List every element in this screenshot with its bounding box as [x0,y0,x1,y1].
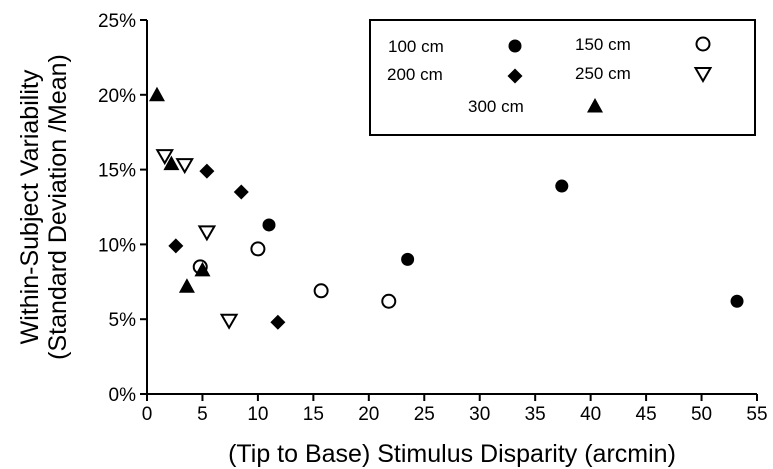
data-point [155,149,174,166]
data-point [381,293,397,309]
x-tick-label: 40 [580,404,601,425]
legend-label-150cm: 150 cm [575,35,631,54]
y-tick-label: 5% [109,310,137,331]
legend-markers [507,36,713,113]
data-point [233,184,249,200]
y-tick-label: 15% [98,161,136,182]
legend-marker [587,98,603,113]
legend-label-250cm: 250 cm [575,64,631,83]
data-point [730,294,744,308]
data-point [168,238,184,254]
data-point [262,218,276,232]
y-tick-label: 25% [98,11,136,32]
legend-marker [508,39,522,53]
legend-label-300cm: 300 cm [468,97,524,116]
data-point [148,86,165,102]
data-point [555,179,569,193]
data-point [270,314,286,330]
y-axis-title-line-1: Within-Subject Variability [16,69,44,344]
x-tick-label: 15 [303,404,324,425]
y-axis-title-line-2: (Standard Deviation /Mean) [44,54,72,360]
legend-label-100cm: 100 cm [388,37,444,56]
axes [146,20,757,395]
x-tick-label: 20 [358,404,379,425]
x-tick-label: 30 [469,404,490,425]
data-point [194,261,211,277]
x-tick-label: 35 [525,404,546,425]
x-tick-label: 55 [746,404,767,425]
x-tick-label: 10 [247,404,268,425]
data-point [401,252,415,266]
legend-box [369,19,756,136]
x-tick-label: 0 [142,404,153,425]
data-point [250,241,266,257]
legend-label-200cm: 200 cm [387,65,443,84]
data-point [219,313,239,330]
data-point [197,225,217,242]
data-point [313,283,329,299]
legend-marker [695,36,711,52]
data-point [163,155,180,171]
y-axis-title: Within-Subject Variability (Standard Dev… [16,54,72,360]
data-point [199,163,215,179]
x-tick-label: 25 [414,404,435,425]
x-axis-title: (Tip to Base) Stimulus Disparity (arcmin… [228,440,676,468]
data-point [175,158,194,175]
y-tick-label: 10% [98,235,136,256]
legend: 100 cm 150 cm 200 cm 250 cm 300 cm [369,19,756,136]
legend-marker [507,68,523,84]
y-axis-ticks: 0% 5% 10% 15% 20% 25% [98,11,147,406]
data-points [148,86,744,330]
data-point [178,278,195,293]
x-tick-label: 50 [691,404,712,425]
x-axis-ticks: 0 5 10 15 20 25 30 35 40 45 50 55 [142,394,768,425]
y-tick-label: 0% [109,385,137,406]
x-tick-label: 45 [636,404,657,425]
y-tick-label: 20% [98,86,136,107]
legend-marker [693,67,713,84]
x-tick-label: 5 [197,404,208,425]
